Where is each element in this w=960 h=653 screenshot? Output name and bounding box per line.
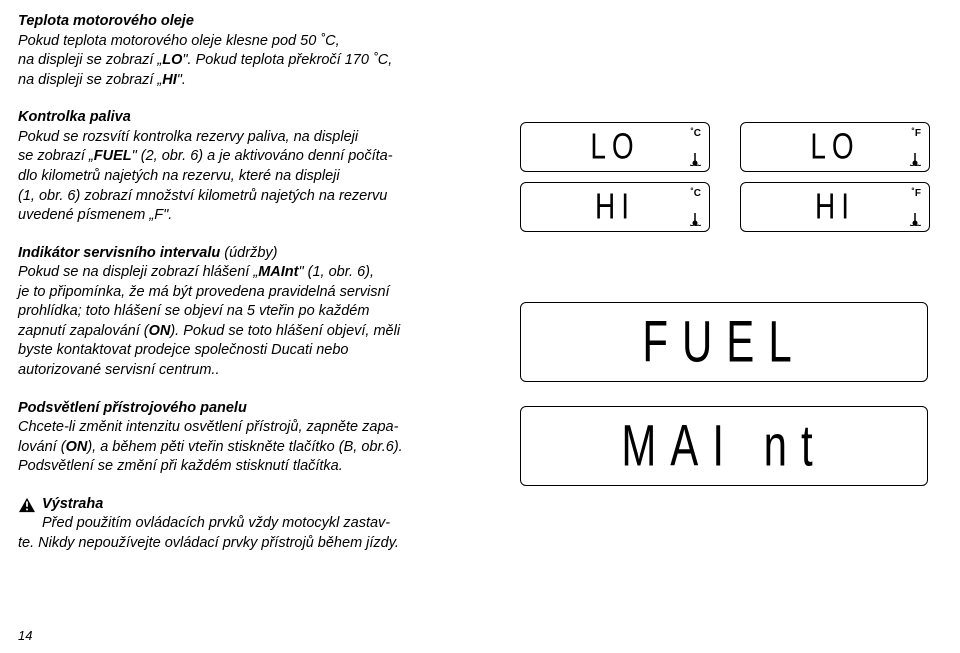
maint-line1: Pokud se na displeji zobrazí hlášení „MA… xyxy=(18,263,496,283)
thermometer-icon xyxy=(689,211,701,227)
fuel-line4: (1, obr. 6) zobrazí množství kilometrů n… xyxy=(18,187,496,207)
heading-fuel: Kontrolka paliva xyxy=(18,108,496,128)
lcd-text-lo: LO xyxy=(810,122,859,171)
lcd-fuel: FUEL xyxy=(520,302,928,382)
lcd-text-hi: HI xyxy=(595,182,635,231)
oil-line1: Pokud teplota motorového oleje klesne po… xyxy=(18,32,496,52)
oil-line3: na displeji se zobrazí „HI". xyxy=(18,71,496,91)
fuel-line3: dlo kilometrů najetých na rezervu, které… xyxy=(18,167,496,187)
lcd-hi-fahrenheit: HI ˚F xyxy=(740,182,930,232)
heading-warning: Výstraha xyxy=(42,495,496,515)
warning-triangle-icon xyxy=(18,497,36,513)
unit-fahrenheit: ˚F xyxy=(912,127,921,141)
maint-line6: autorizované servisní centrum.. xyxy=(18,361,496,381)
lcd-text-hi: HI xyxy=(815,182,855,231)
lcd-maint: MAI nt xyxy=(520,406,928,486)
backlight-line1: Chcete-li změnit intenzitu osvětlení pří… xyxy=(18,418,496,438)
lcd-lo-celsius: LO ˚C xyxy=(520,122,710,172)
heading-backlight: Podsvětlení přístrojového panelu xyxy=(18,399,496,419)
page-number: 14 xyxy=(18,627,32,645)
warning-line2: te. Nikdy nepoužívejte ovládací prvky př… xyxy=(18,534,496,554)
oil-line2: na displeji se zobrazí „LO". Pokud teplo… xyxy=(18,51,496,71)
heading-maint: Indikátor servisního intervalu (údržby) xyxy=(18,244,496,264)
section-maint: Indikátor servisního intervalu (údržby) … xyxy=(18,244,496,381)
section-backlight: Podsvětlení přístrojového panelu Chcete-… xyxy=(18,399,496,477)
backlight-line3: Podsvětlení se změní při každém stisknut… xyxy=(18,457,496,477)
unit-celsius: ˚C xyxy=(690,127,701,141)
section-fuel: Kontrolka paliva Pokud se rozsvítí kontr… xyxy=(18,108,496,225)
thermometer-icon xyxy=(909,211,921,227)
fuel-line2: se zobrazí „FUEL" (2, obr. 6) a je aktiv… xyxy=(18,147,496,167)
fuel-line1: Pokud se rozsvítí kontrolka rezervy pali… xyxy=(18,128,496,148)
maint-line3: prohlídka; toto hlášení se objeví na 5 v… xyxy=(18,302,496,322)
lcd-text-lo: LO xyxy=(590,122,639,171)
thermometer-icon xyxy=(909,151,921,167)
section-warning: Výstraha Před použitím ovládacích prvků … xyxy=(18,495,496,554)
lcd-row-hi: HI ˚C HI ˚F xyxy=(520,182,942,232)
maint-line2: je to připomínka, že má být provedena pr… xyxy=(18,283,496,303)
section-oil-temp: Teplota motorového oleje Pokud teplota m… xyxy=(18,12,496,90)
lcd-lo-fahrenheit: LO ˚F xyxy=(740,122,930,172)
maint-line4: zapnutí zapalování (ON). Pokud se toto h… xyxy=(18,322,496,342)
thermometer-icon xyxy=(689,151,701,167)
fuel-line5: uvedené písmenem „F". xyxy=(18,206,496,226)
lcd-maint-text: MAI nt xyxy=(621,406,826,485)
backlight-line2: lování (ON), a během pěti vteřin stiskně… xyxy=(18,438,496,458)
maint-line5: byste kontaktovat prodejce společnosti D… xyxy=(18,341,496,361)
unit-celsius: ˚C xyxy=(690,187,701,201)
heading-oil-temp: Teplota motorového oleje xyxy=(18,12,496,32)
unit-fahrenheit: ˚F xyxy=(912,187,921,201)
lcd-hi-celsius: HI ˚C xyxy=(520,182,710,232)
lcd-row-lo: LO ˚C LO ˚F xyxy=(520,122,942,172)
warning-line1: Před použitím ovládacích prvků vždy moto… xyxy=(42,514,496,534)
lcd-fuel-text: FUEL xyxy=(642,302,805,381)
